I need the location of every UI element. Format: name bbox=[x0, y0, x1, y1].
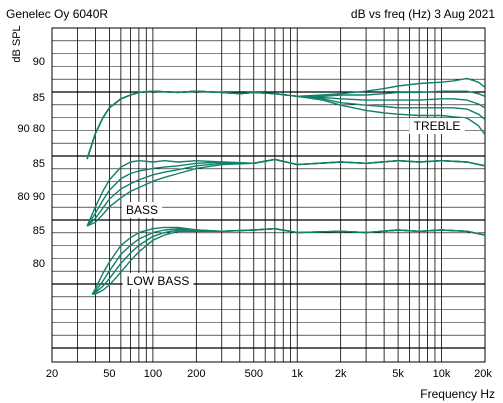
x-tick-label: 5k bbox=[392, 368, 404, 380]
x-tick-label: 10k bbox=[433, 368, 451, 380]
y-axis-label: dB SPL bbox=[11, 25, 23, 62]
x-tick-label: 200 bbox=[187, 368, 205, 380]
y-tick-label: 80 90 bbox=[17, 191, 45, 203]
x-tick-labels: 20 50 100 200 500 1k 2k 5k 10k 20k bbox=[46, 368, 492, 380]
x-tick-label: 20k bbox=[474, 368, 492, 380]
response-trace bbox=[86, 90, 486, 160]
y-tick-label: 90 bbox=[33, 56, 45, 68]
annotation-backdrop bbox=[121, 202, 163, 218]
annotation-label: LOW BASS bbox=[127, 274, 190, 288]
annotation-backdrop bbox=[122, 273, 194, 289]
y-tick-labels: 90 85 90 80 85 80 90 85 80 bbox=[17, 56, 45, 270]
chart-title-left: Genelec Oy 6040R bbox=[6, 7, 108, 21]
x-tick-label: 1k bbox=[291, 368, 303, 380]
y-tick-label: 80 bbox=[33, 258, 45, 270]
x-tick-label: 2k bbox=[335, 368, 347, 380]
response-trace bbox=[86, 158, 486, 227]
annotations: TREBLE BASS LOW BASS bbox=[121, 118, 465, 289]
x-tick-label: 20 bbox=[46, 368, 58, 380]
annotation-label: TREBLE bbox=[414, 119, 461, 133]
annotation-label: BASS bbox=[126, 203, 158, 217]
y-tick-label: 85 bbox=[33, 158, 45, 170]
grid bbox=[51, 27, 486, 363]
y-tick-label: 85 bbox=[33, 92, 45, 104]
response-trace bbox=[92, 227, 486, 295]
x-tick-label: 50 bbox=[103, 368, 115, 380]
x-axis-label: Frequency Hz bbox=[420, 387, 495, 401]
series-traces bbox=[86, 77, 486, 295]
annotation-backdrop bbox=[409, 118, 465, 134]
y-tick-label: 85 bbox=[33, 225, 45, 237]
plot-frame bbox=[51, 27, 486, 363]
x-tick-label: 100 bbox=[144, 368, 162, 380]
x-tick-label: 500 bbox=[245, 368, 263, 380]
chart-title-right: dB vs freq (Hz) 3 Aug 2021 bbox=[351, 7, 495, 21]
y-tick-label: 90 80 bbox=[17, 123, 45, 135]
